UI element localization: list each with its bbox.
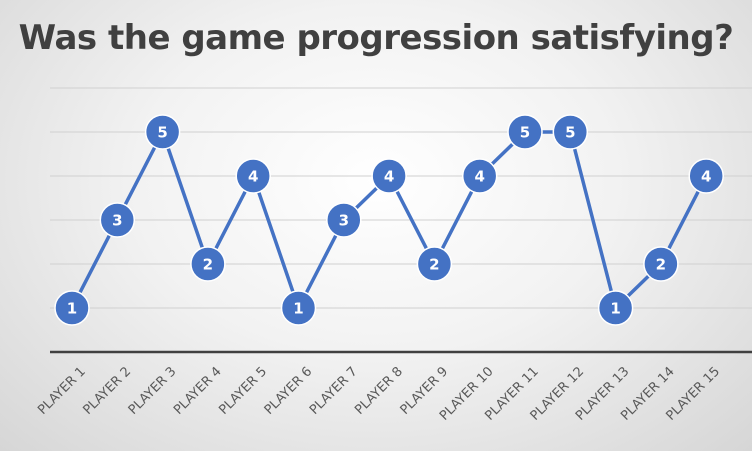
data-marker (54, 290, 90, 326)
data-marker (326, 202, 362, 238)
x-tick-label: PLAYER 4 (171, 364, 225, 418)
data-label: 2 (203, 256, 213, 274)
data-label: 1 (67, 300, 77, 318)
data-marker (371, 158, 407, 194)
chart-title: Was the game progression satisfying? (18, 18, 734, 58)
data-point: 5 (552, 114, 589, 150)
data-point: 3 (326, 202, 362, 238)
data-marker (280, 290, 317, 326)
data-point: 4 (688, 158, 724, 194)
data-marker (416, 246, 453, 282)
data-label: 5 (157, 124, 167, 142)
data-label: 5 (565, 124, 575, 142)
data-label: 4 (384, 168, 394, 186)
data-point: 3 (99, 202, 136, 238)
data-label: 2 (656, 256, 666, 274)
data-point: 2 (190, 246, 226, 282)
data-label: 2 (429, 256, 439, 274)
data-marker (597, 290, 634, 326)
data-point: 5 (144, 114, 181, 150)
data-marker (190, 246, 226, 282)
x-tick-label: PLAYER 7 (307, 364, 361, 418)
x-tick-label: PLAYER 8 (352, 364, 406, 418)
data-marker (235, 158, 271, 194)
data-marker (144, 114, 181, 150)
data-label: 1 (610, 300, 620, 318)
data-marker (688, 158, 724, 194)
data-marker (507, 114, 543, 150)
data-point: 1 (280, 290, 317, 326)
data-label: 3 (112, 212, 122, 230)
x-tick-label: PLAYER 6 (262, 364, 316, 418)
x-tick-label: PLAYER 5 (216, 364, 270, 418)
data-point: 2 (643, 246, 679, 282)
data-point: 1 (597, 290, 634, 326)
data-label: 4 (701, 168, 711, 186)
data-marker (461, 158, 498, 194)
data-point: 4 (371, 158, 407, 194)
data-label: 1 (293, 300, 303, 318)
series-layer: 1 3 5 2 4 1 3 4 2 4 5 5 1 2 4 (54, 114, 724, 326)
x-tick-label: PLAYER 1 (35, 364, 89, 418)
x-tick-label: PLAYER 3 (126, 364, 180, 418)
data-label: 4 (474, 168, 484, 186)
data-marker (552, 114, 589, 150)
data-point: 4 (461, 158, 498, 194)
data-label: 4 (248, 168, 258, 186)
data-point: 1 (54, 290, 90, 326)
data-label: 3 (339, 212, 349, 230)
data-point: 2 (416, 246, 453, 282)
x-tick-label: PLAYER 2 (80, 364, 134, 418)
data-point: 5 (507, 114, 543, 150)
data-marker (99, 202, 136, 238)
data-label: 5 (520, 124, 530, 142)
data-point: 4 (235, 158, 271, 194)
data-marker (643, 246, 679, 282)
